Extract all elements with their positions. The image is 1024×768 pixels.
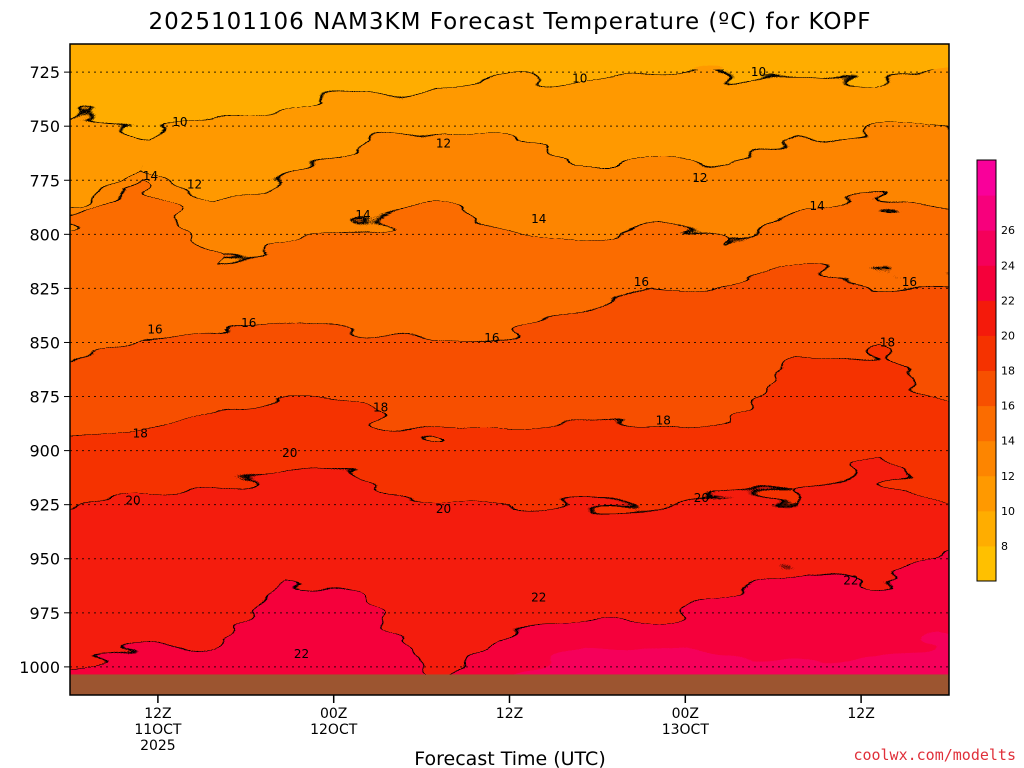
y-tick-label-875: 875 <box>29 388 60 407</box>
colorbar-swatch-6 <box>977 545 996 582</box>
y-tick-label-725: 725 <box>29 63 60 82</box>
contour-label-20: 20 <box>125 493 140 507</box>
y-tick-label-775: 775 <box>29 171 60 190</box>
contour-label-22: 22 <box>531 591 546 605</box>
y-tick-label-975: 975 <box>29 604 60 623</box>
y-axis: 725 750 775 800 825 850 875 900 925 950 975 1000 <box>19 63 70 677</box>
x-tick-label-24-1: 12OCT <box>310 722 358 738</box>
colorbar-label-14: 14 <box>1001 435 1015 448</box>
contour-label-10: 10 <box>572 72 587 86</box>
contour-line-20 <box>70 460 949 508</box>
colorbar-swatch-14 <box>977 405 996 442</box>
colorbar-label-22: 22 <box>1001 294 1015 307</box>
temperature-bands <box>70 44 949 695</box>
x-tick-label-36-0: 12Z <box>496 706 523 722</box>
y-tick-label-950: 950 <box>29 550 60 569</box>
contour-label-14: 14 <box>355 208 370 222</box>
x-tick-label-48-0: 00Z <box>672 706 699 722</box>
chart-title: 2025101106 NAM3KM Forecast Temperature (… <box>148 9 871 35</box>
contour-line-16 <box>70 268 949 365</box>
colorbar-swatch-16 <box>977 370 996 407</box>
y-tick-label-825: 825 <box>29 279 60 298</box>
x-tick-label-48-1: 13OCT <box>662 722 710 738</box>
colorbar-swatch-22 <box>977 265 996 301</box>
contour-label-14: 14 <box>531 212 546 226</box>
x-tick-label-12-2: 2025 <box>140 738 176 754</box>
colorbar-frame <box>976 159 997 582</box>
contour-label-20: 20 <box>694 491 709 505</box>
contour-line-14 <box>70 186 949 261</box>
contour-label-10: 10 <box>172 115 187 129</box>
contour-label-20: 20 <box>282 446 297 460</box>
x-tick-label-12-1: 11OCT <box>134 722 182 738</box>
y-tick-label-750: 750 <box>29 117 60 136</box>
ground-surface <box>70 674 949 695</box>
contour-line-18 <box>70 348 949 436</box>
colorbar-swatch-8 <box>977 510 996 547</box>
contour-label-14: 14 <box>810 199 825 213</box>
y-tick-label-900: 900 <box>29 442 60 461</box>
contour-label-12: 12 <box>187 178 202 192</box>
credit-text: coolwx.com/modelts <box>853 746 1016 764</box>
contour-label-16: 16 <box>634 275 649 289</box>
x-axis-label: Forecast Time (UTC) <box>414 748 605 768</box>
colorbar-swatch-26 <box>977 195 996 231</box>
colorbar-label-8: 8 <box>1001 540 1008 553</box>
pressure-gridlines <box>70 71 949 668</box>
colorbar-swatch-18 <box>977 335 996 371</box>
contour-label-16: 16 <box>902 275 917 289</box>
contour-line-22 <box>70 553 949 685</box>
contour-label-20: 20 <box>436 502 451 516</box>
colorbar-label-26: 26 <box>1001 224 1015 237</box>
contour-label-18: 18 <box>656 413 671 427</box>
contour-label-12: 12 <box>436 136 451 150</box>
contour-label-10: 10 <box>751 65 766 79</box>
colorbar: 8 10 12 14 16 18 20 22 24 26 <box>976 159 1015 582</box>
x-tick-label-24-0: 00Z <box>320 706 347 722</box>
colorbar-label-24: 24 <box>1001 259 1015 272</box>
colorbar-swatch-28 <box>977 160 996 196</box>
colorbar-label-12: 12 <box>1001 470 1015 483</box>
contour-label-18: 18 <box>373 400 388 414</box>
colorbar-swatch-10 <box>977 475 996 512</box>
contour-line-10 <box>70 69 949 132</box>
contour-label-12: 12 <box>692 171 707 185</box>
colorbar-swatch-20 <box>977 300 996 336</box>
colorbar-label-16: 16 <box>1001 400 1015 413</box>
x-tick-label-12-0: 12Z <box>144 706 171 722</box>
y-tick-label-925: 925 <box>29 496 60 515</box>
contour-label-14: 14 <box>143 169 158 183</box>
y-tick-label-1000: 1000 <box>19 658 60 677</box>
contour-label-22: 22 <box>294 647 309 661</box>
y-tick-label-850: 850 <box>29 333 60 352</box>
contour-label-16: 16 <box>484 331 499 345</box>
contour-label-16: 16 <box>241 316 256 330</box>
colorbar-label-20: 20 <box>1001 329 1015 342</box>
colorbar-swatch-12 <box>977 440 996 477</box>
colorbar-label-18: 18 <box>1001 365 1015 378</box>
contour-labels: 10 10 10 12 12 12 14 14 14 14 16 16 16 16 16 18 18 18 18 20… <box>125 65 917 661</box>
y-tick-label-800: 800 <box>29 225 60 244</box>
contour-label-16: 16 <box>147 322 162 336</box>
contour-label-18: 18 <box>880 335 895 349</box>
x-tick-label-60-0: 12Z <box>847 706 874 722</box>
colorbar-label-10: 10 <box>1001 505 1015 518</box>
contour-label-18: 18 <box>133 426 148 440</box>
contour-label-22: 22 <box>843 573 858 587</box>
colorbar-swatch-24 <box>977 230 996 266</box>
